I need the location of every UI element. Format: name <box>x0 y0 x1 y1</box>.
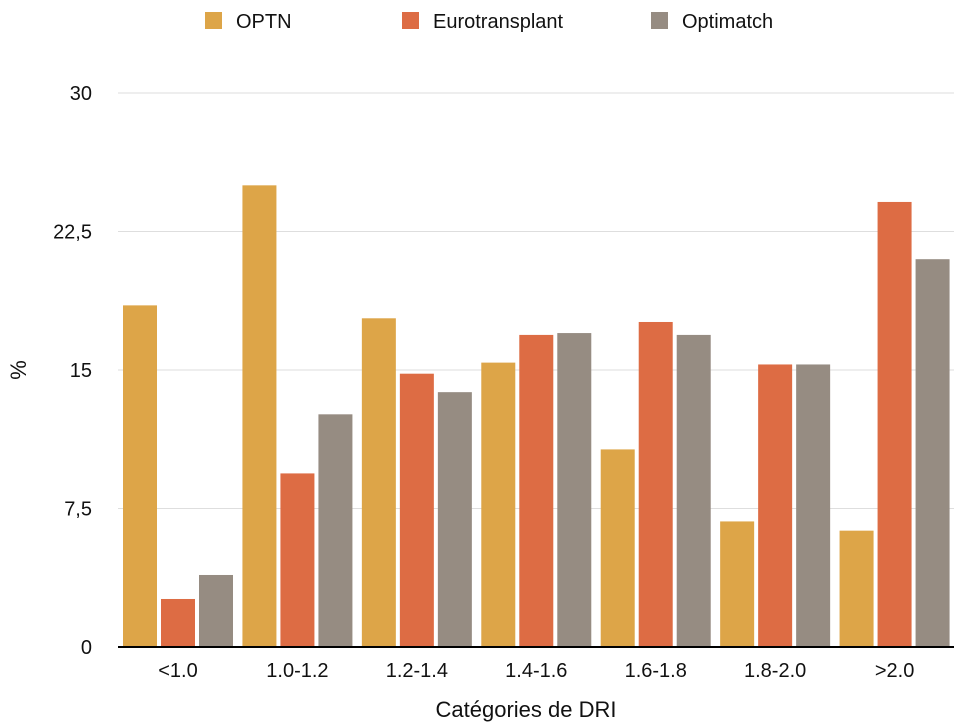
bar-eurotransplant-5 <box>758 364 793 647</box>
legend-swatch-optimatch <box>651 12 668 29</box>
x-tick-label: 1.4-1.6 <box>505 660 567 682</box>
bar-eurotransplant-6 <box>877 201 912 647</box>
bar-optn-6 <box>839 530 874 647</box>
y-tick-label: 0 <box>81 637 92 659</box>
bar-eurotransplant-1 <box>280 473 315 647</box>
y-tick-label: 15 <box>70 360 92 382</box>
y-tick-label: 7,5 <box>64 499 92 521</box>
x-tick-label: 1.8-2.0 <box>744 660 806 682</box>
bars <box>123 185 950 648</box>
bar-optimatch-4 <box>676 334 711 647</box>
bar-eurotransplant-2 <box>399 373 434 647</box>
x-tick-label: 1.2-1.4 <box>386 660 448 682</box>
y-tick-label: 22,5 <box>53 222 92 244</box>
legend-label-optimatch: Optimatch <box>682 11 773 33</box>
x-tick-label: 1.0-1.2 <box>266 660 328 682</box>
bar-optimatch-2 <box>437 392 472 647</box>
legend-swatch-eurotransplant <box>402 12 419 29</box>
bar-optn-2 <box>361 318 396 647</box>
bar-optimatch-6 <box>915 259 950 647</box>
bar-optn-0 <box>123 305 157 647</box>
x-axis-title: Catégories de DRI <box>436 697 617 722</box>
x-tick-label: >2.0 <box>875 660 914 682</box>
bar-eurotransplant-3 <box>519 334 554 647</box>
bar-optimatch-5 <box>796 364 831 647</box>
legend-label-eurotransplant: Eurotransplant <box>433 11 564 33</box>
bar-optimatch-3 <box>557 333 592 647</box>
x-tick-label: <1.0 <box>158 660 197 682</box>
bar-optimatch-0 <box>199 574 233 647</box>
bar-optn-5 <box>720 521 755 647</box>
bar-optn-1 <box>242 185 277 648</box>
bar-eurotransplant-4 <box>638 321 673 647</box>
axes: 0 7,5 15 22,5 30 <1.0 1.0-1.2 1.2-1.4 1.4-1.6 1.6… <box>53 83 954 682</box>
legend-swatch-optn <box>205 12 222 29</box>
legend: OPTN Eurotransplant Optimatch <box>205 11 773 33</box>
bar-eurotransplant-0 <box>161 598 195 647</box>
bar-optn-3 <box>481 362 516 647</box>
legend-label-optn: OPTN <box>236 11 292 33</box>
y-tick-label: 30 <box>70 83 92 105</box>
x-tick-label: 1.6-1.8 <box>625 660 687 682</box>
bar-optimatch-1 <box>318 414 353 647</box>
bar-optn-4 <box>600 449 635 647</box>
y-axis-title: % <box>6 360 31 380</box>
